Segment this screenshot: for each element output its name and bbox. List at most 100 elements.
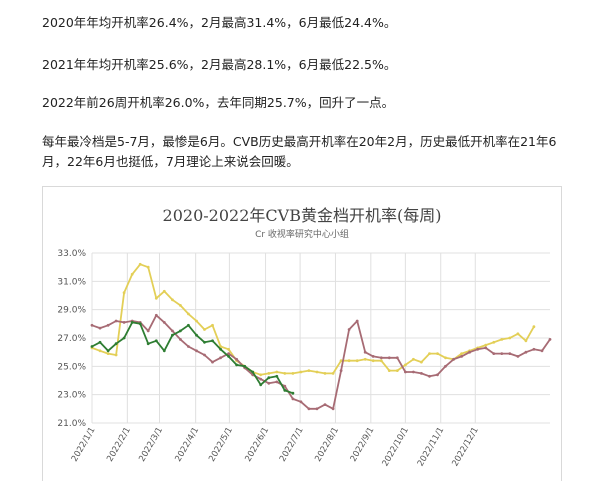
- data-point: [484, 346, 488, 350]
- chart-container: 2020-2022年CVB黄金档开机率(每周) Cr 收视率研究中心小组 33.…: [42, 186, 562, 481]
- grid-layer: [91, 252, 550, 424]
- data-point: [187, 323, 190, 327]
- data-point: [106, 349, 110, 353]
- data-point: [404, 363, 407, 367]
- data-point: [122, 336, 126, 340]
- data-point: [323, 403, 327, 406]
- y-tick-label: 31.0%: [57, 277, 86, 287]
- data-point: [138, 322, 142, 326]
- data-point: [363, 350, 367, 354]
- y-tick-label: 29.0%: [57, 306, 86, 316]
- data-point: [291, 397, 295, 401]
- data-point: [219, 347, 223, 351]
- data-point: [307, 407, 311, 411]
- data-point: [508, 336, 512, 340]
- data-point: [299, 370, 303, 374]
- data-point: [195, 349, 198, 353]
- data-point: [283, 384, 287, 388]
- data-point: [508, 352, 512, 355]
- data-point: [267, 372, 271, 375]
- data-point: [211, 323, 214, 327]
- data-point: [146, 342, 150, 346]
- data-point: [379, 359, 383, 363]
- data-point: [339, 369, 343, 372]
- data-point: [114, 319, 118, 323]
- y-axis-ticks: 33.0% 31.0% 29.0% 27.0% 25.0% 23.0% 21.0%: [57, 249, 86, 429]
- data-point: [420, 372, 423, 375]
- data-point: [162, 321, 166, 324]
- x-tick-label: 2022/10/1: [381, 426, 411, 469]
- data-point: [420, 360, 423, 364]
- data-point: [154, 313, 158, 317]
- data-point: [468, 350, 471, 354]
- data-point: [347, 359, 351, 363]
- data-point: [363, 357, 367, 361]
- paragraph-2021: 2021年年均开机率25.6%，2月最高28.1%，6月最低22.5%。: [42, 57, 397, 72]
- data-point: [227, 352, 231, 355]
- data-point: [227, 347, 231, 351]
- x-tick-label: 2022/4/1: [173, 426, 201, 464]
- y-tick-label: 21.0%: [57, 419, 86, 429]
- data-point: [436, 373, 439, 377]
- data-point: [179, 304, 182, 307]
- data-point: [195, 319, 198, 323]
- data-point: [259, 377, 263, 381]
- data-point: [428, 374, 431, 378]
- data-point: [436, 352, 439, 355]
- data-point: [162, 349, 166, 353]
- data-point: [235, 363, 239, 367]
- x-tick-label: 2022/6/1: [243, 426, 271, 464]
- data-point: [339, 359, 343, 363]
- paragraph-2022: 2022年前26周开机率26.0%，去年同期25.7%，回升了一点。: [42, 95, 395, 110]
- x-tick-label: 2022/7/1: [278, 426, 306, 464]
- data-point: [524, 339, 528, 343]
- data-point: [532, 325, 536, 329]
- x-tick-label: 2022/8/1: [313, 426, 341, 464]
- data-point: [219, 356, 223, 360]
- line-chart: 2020-2022年CVB黄金档开机率(每周) Cr 收视率研究中心小组 33.…: [57, 206, 552, 469]
- data-point: [452, 357, 455, 361]
- data-point: [235, 357, 239, 361]
- data-point: [307, 369, 311, 372]
- data-point: [154, 296, 158, 300]
- data-point: [460, 355, 463, 358]
- data-point: [532, 347, 536, 351]
- y-tick-label: 23.0%: [57, 391, 86, 401]
- x-tick-label: 2022/2/1: [105, 426, 133, 464]
- data-point: [476, 347, 480, 351]
- x-tick-label: 2022/12/1: [450, 426, 480, 469]
- data-point: [203, 353, 206, 357]
- data-point: [219, 345, 223, 348]
- data-point: [179, 338, 182, 341]
- data-point: [315, 370, 319, 374]
- series-line: [91, 321, 294, 395]
- data-point: [428, 352, 431, 355]
- data-point: [347, 328, 351, 331]
- data-point: [395, 369, 399, 372]
- chart-subtitle: Cr 收视率研究中心小组: [255, 228, 349, 240]
- data-point: [283, 389, 287, 392]
- data-point: [90, 323, 94, 327]
- data-point: [444, 356, 447, 360]
- data-point: [122, 321, 126, 324]
- series-layer: [90, 262, 552, 411]
- data-point: [379, 356, 383, 360]
- data-point: [98, 326, 102, 330]
- data-point: [500, 338, 504, 341]
- data-point: [146, 329, 150, 333]
- data-point: [299, 400, 303, 404]
- series-line: [91, 314, 551, 410]
- chart-title: 2020-2022年CVB黄金档开机率(每周): [163, 206, 442, 225]
- data-point: [323, 372, 327, 375]
- data-point: [122, 291, 126, 295]
- x-tick-label: 2022/11/1: [416, 426, 446, 469]
- x-tick-label: 2022/3/1: [137, 426, 165, 464]
- data-point: [315, 407, 319, 411]
- data-point: [516, 355, 520, 358]
- data-point: [203, 328, 206, 331]
- data-point: [187, 312, 190, 316]
- data-point: [484, 343, 488, 347]
- data-point: [355, 319, 359, 323]
- data-point: [227, 355, 231, 358]
- data-point: [404, 370, 407, 374]
